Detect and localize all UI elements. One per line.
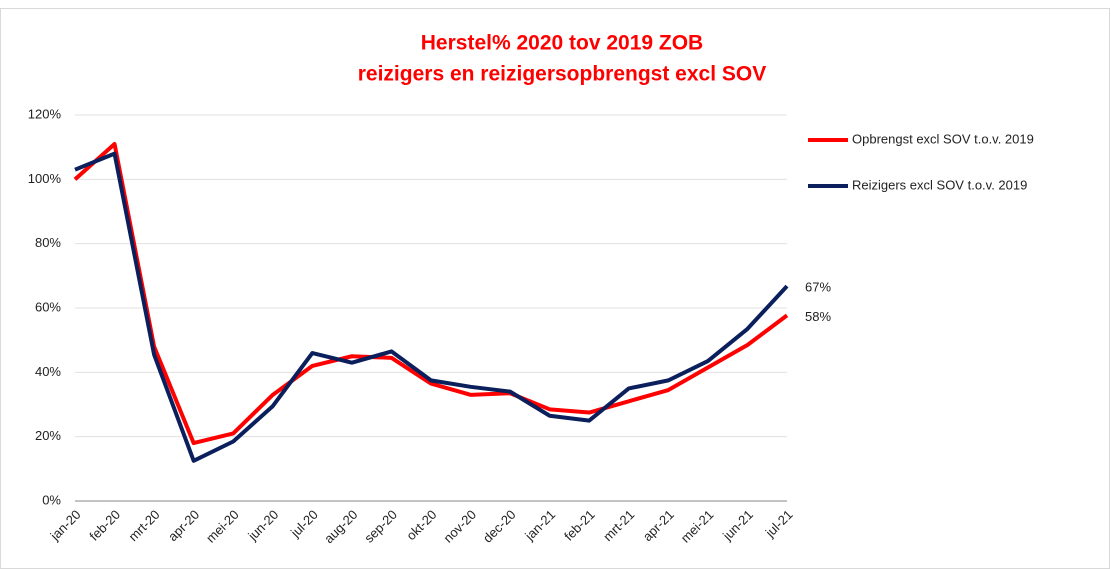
y-tick-label: 100% (28, 171, 62, 186)
y-tick-label: 80% (35, 235, 61, 250)
y-tick-label: 0% (42, 492, 61, 507)
value-label: 58% (805, 309, 831, 324)
y-tick-label: 120% (28, 106, 62, 121)
value-label: 67% (805, 280, 831, 295)
chart-title: Herstel% 2020 tov 2019 ZOB (421, 32, 703, 55)
y-tick-label: 40% (35, 364, 61, 379)
y-tick-label: 60% (35, 299, 61, 314)
series-line (73, 141, 789, 446)
chart-border (0, 8, 1110, 569)
legend-label: Opbrengst excl SOV t.o.v. 2019 (852, 131, 1034, 146)
series-line (74, 151, 789, 463)
y-tick-label: 20% (35, 428, 61, 443)
chart-subtitle: reizigers en reizigersopbrengst excl SOV (358, 63, 767, 86)
legend-label: Reizigers excl SOV t.o.v. 2019 (852, 177, 1027, 192)
